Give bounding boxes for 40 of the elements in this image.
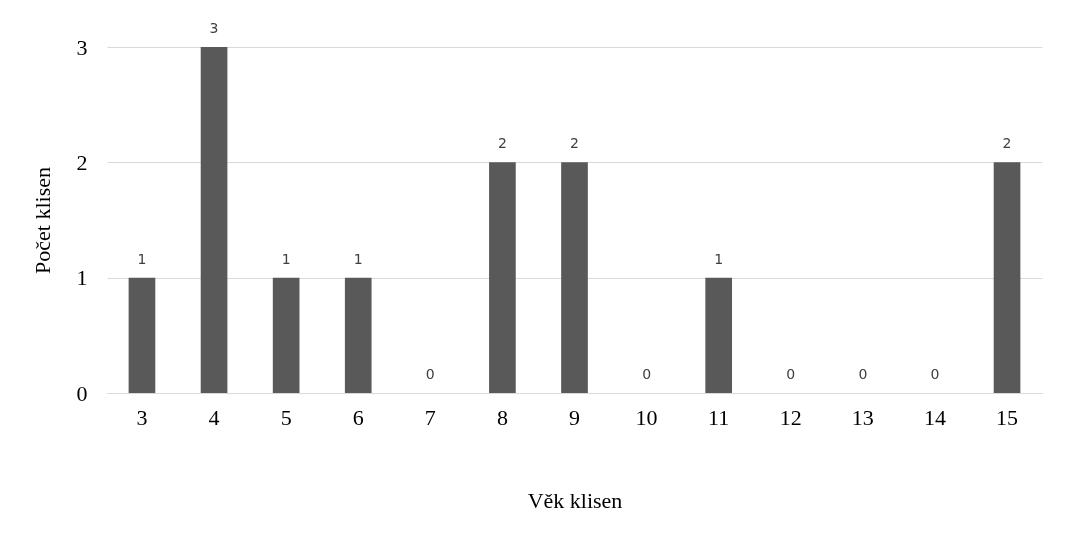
x-tick-label: 15 bbox=[996, 404, 1019, 430]
data-label: 1 bbox=[281, 250, 291, 267]
x-tick-label: 3 bbox=[136, 404, 148, 430]
y-axis-title: Počet klisen bbox=[29, 167, 55, 274]
data-label: 1 bbox=[137, 250, 147, 267]
bar bbox=[128, 277, 156, 393]
x-tick-label: 6 bbox=[352, 404, 364, 430]
x-tick-label: 8 bbox=[496, 404, 508, 430]
bar bbox=[344, 277, 372, 393]
data-label: 2 bbox=[570, 135, 579, 152]
y-tick-label: 3 bbox=[76, 34, 88, 60]
data-label: 0 bbox=[786, 366, 796, 382]
x-tick-label: 10 bbox=[635, 404, 658, 430]
bar bbox=[993, 162, 1021, 393]
data-label: 3 bbox=[209, 20, 219, 36]
x-tick-label: 11 bbox=[708, 404, 730, 430]
bar bbox=[200, 47, 228, 393]
x-tick-label: 13 bbox=[851, 404, 874, 430]
x-tick-label: 4 bbox=[208, 404, 220, 430]
x-tick-label: 9 bbox=[569, 404, 580, 430]
data-label: 0 bbox=[930, 366, 940, 382]
data-label: 2 bbox=[497, 135, 507, 152]
bar bbox=[272, 277, 300, 393]
x-axis-title: Věk klisen bbox=[527, 487, 623, 513]
data-label: 1 bbox=[353, 250, 363, 267]
data-label: 0 bbox=[642, 366, 652, 382]
x-tick-label: 12 bbox=[779, 404, 802, 430]
x-tick-label: 5 bbox=[280, 404, 292, 430]
data-label: 0 bbox=[425, 366, 435, 382]
data-label: 0 bbox=[858, 366, 868, 382]
y-tick-label: 1 bbox=[76, 265, 88, 291]
bar bbox=[705, 277, 733, 393]
data-label: 2 bbox=[1002, 135, 1012, 152]
data-label: 1 bbox=[714, 250, 724, 267]
x-tick-label: 14 bbox=[923, 404, 946, 430]
bar bbox=[561, 162, 588, 393]
bar bbox=[489, 162, 516, 393]
y-tick-label: 2 bbox=[76, 149, 88, 175]
x-tick-label: 7 bbox=[424, 404, 436, 430]
y-tick-label: 0 bbox=[76, 380, 88, 406]
